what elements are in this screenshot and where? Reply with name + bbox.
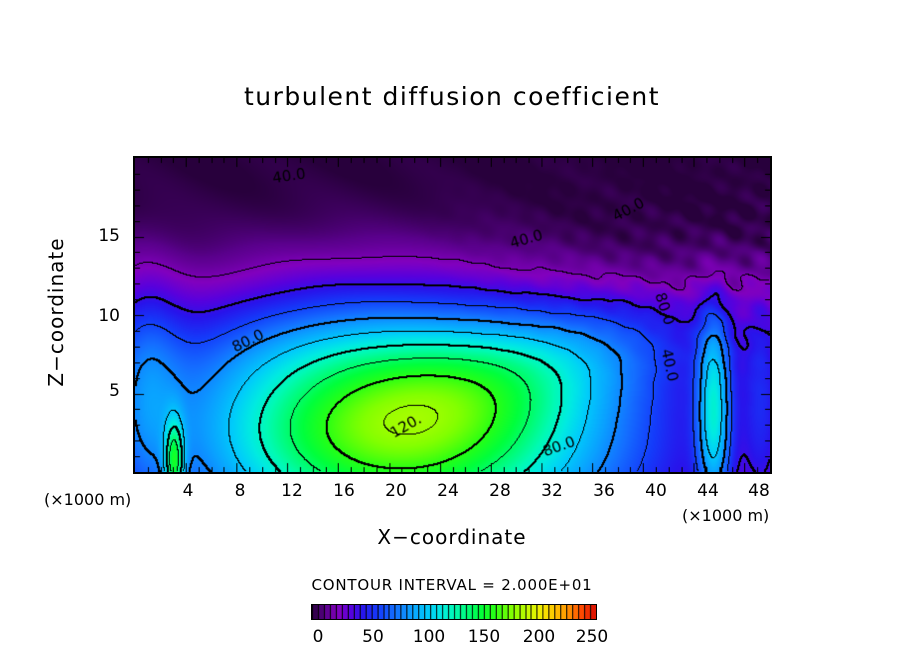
- colorbar-tick-label: 200: [522, 627, 556, 647]
- colorbar-tick-label: 50: [362, 627, 384, 647]
- colorbar-tick-label: 0: [312, 627, 324, 647]
- contour-field-canvas: [135, 158, 770, 472]
- colorbar-tick-label: 100: [412, 627, 446, 647]
- x-tick-label: 28: [489, 481, 511, 501]
- colorbar: [311, 604, 597, 620]
- y-tick-label: 10: [98, 306, 120, 326]
- contour-plot-area: [133, 156, 772, 474]
- contour-interval-label: CONTOUR INTERVAL = 2.000E+01: [311, 576, 593, 594]
- y-tick-label: 5: [109, 381, 120, 401]
- colorbar-tick-label: 250: [575, 627, 609, 647]
- x-axis-unit-note: (×1000 m): [682, 506, 770, 525]
- y-tick-label: 15: [98, 226, 120, 246]
- x-tick-label: 44: [697, 481, 719, 501]
- y-axis-unit-note: (×1000 m): [44, 490, 132, 509]
- x-tick-label: 12: [281, 481, 303, 501]
- x-tick-label: 4: [182, 481, 194, 501]
- page-title: turbulent diffusion coefficient: [243, 82, 661, 111]
- colorbar-canvas: [312, 605, 596, 619]
- x-tick-label: 48: [748, 481, 770, 501]
- x-tick-label: 20: [385, 481, 407, 501]
- colorbar-tick-row: 0 50 100 150 200 250: [311, 627, 609, 649]
- colorbar-tick-label: 150: [467, 627, 501, 647]
- x-tick-label: 32: [541, 481, 563, 501]
- x-tick-label: 16: [333, 481, 355, 501]
- y-axis-title: Z−coordinate: [44, 237, 68, 387]
- x-tick-label: 24: [437, 481, 459, 501]
- x-tick-label: 8: [234, 481, 246, 501]
- x-tick-label: 40: [645, 481, 667, 501]
- x-axis-title: X−coordinate: [377, 525, 527, 549]
- x-tick-label: 36: [593, 481, 615, 501]
